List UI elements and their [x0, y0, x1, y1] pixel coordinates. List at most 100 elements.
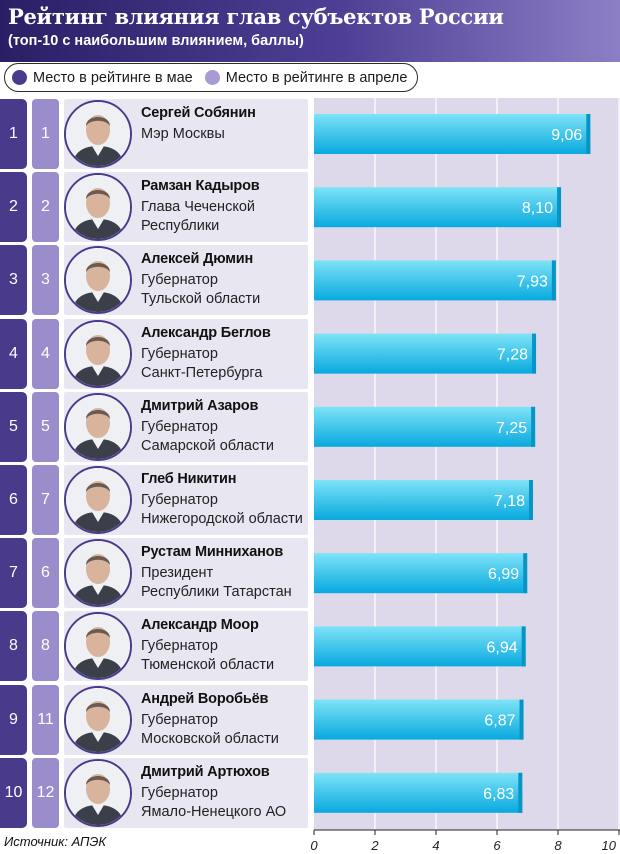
- bar-value-label: 6,99: [488, 566, 519, 583]
- person-region: Самарской области: [141, 437, 274, 454]
- person-position: Мэр Москвы: [141, 126, 225, 142]
- person-region: Тюменской области: [141, 657, 275, 674]
- bar-end-cap: [551, 260, 556, 301]
- source-note: Источник: АПЭК: [4, 834, 107, 849]
- rank-may-badge: 3: [0, 245, 27, 316]
- bar-end-cap: [521, 626, 526, 667]
- rank-april-badge: 7: [32, 465, 59, 535]
- person-photo-avatar: [64, 539, 132, 608]
- bar-end-cap: [518, 772, 523, 813]
- bar-value-label: 7,93: [517, 273, 548, 290]
- person-region: Ямало-Ненецкого АО: [141, 803, 287, 820]
- ranking-row: 4 4 Александр Беглов Губернатор Санкт-Петерб…: [0, 318, 620, 390]
- person-name: Алексей Дюмин: [141, 251, 254, 268]
- x-tick-label: 10: [602, 838, 617, 853]
- bar-value-label: 8,10: [522, 200, 553, 217]
- bar-end-cap: [519, 699, 524, 740]
- x-tick-label: 0: [310, 838, 318, 853]
- rank-may-badge: 10: [0, 757, 27, 828]
- bar-end-cap: [528, 480, 533, 520]
- bar: [314, 260, 556, 301]
- rank-april-badge: 2: [32, 172, 59, 243]
- chart-subtitle: (топ-10 с наибольшим влиянием, баллы): [8, 33, 304, 49]
- legend-may-label: Место в рейтинге в мае: [33, 69, 193, 86]
- rank-may-badge: 1: [0, 99, 27, 169]
- rank-may-badge: 6: [0, 465, 27, 535]
- x-tick-label: 2: [370, 838, 379, 853]
- rank-april-badge: 8: [32, 611, 59, 682]
- person-card: Глеб Никитин Губернатор Нижегородской обла…: [64, 465, 308, 535]
- bar: [314, 187, 562, 228]
- bar-end-cap: [586, 114, 591, 154]
- ranking-row: 6 7 Глеб Никитин Губернатор Нижегородской об…: [0, 464, 620, 536]
- x-tick-label: 4: [432, 838, 439, 853]
- ranking-row: 1 1 Сергей Собянин Мэр Москвы: [0, 98, 620, 170]
- person-photo-avatar: [64, 758, 132, 827]
- chart-title: Рейтинг влияния глав субъектов России: [8, 4, 504, 29]
- rank-april-badge: 5: [32, 391, 59, 462]
- ranking-row: 5 5 Дмитрий Азаров Губернатор Самарской обла…: [0, 391, 620, 463]
- legend-april-swatch: [204, 70, 220, 85]
- bar: [314, 772, 523, 813]
- person-position: Губернатор: [141, 638, 218, 655]
- rank-april-badge: 11: [32, 684, 59, 755]
- legend-item-april: Место в рейтинге в апреле: [204, 69, 408, 86]
- rank-april-badge: 1: [32, 99, 59, 169]
- rank-may-badge: 8: [0, 611, 27, 682]
- bar-end-cap: [531, 406, 536, 447]
- x-tick-label: 6: [493, 838, 501, 853]
- person-photo-avatar: [64, 100, 132, 168]
- legend: Место в рейтинге в мае Место в рейтинге …: [4, 63, 419, 92]
- ranking-row: 8 8 Александр Моор Губернатор Тюменской обла…: [0, 610, 620, 682]
- person-photo-avatar: [64, 319, 132, 388]
- legend-may-swatch: [12, 70, 27, 85]
- bar-value-label: 7,18: [494, 493, 525, 510]
- bar-end-cap: [532, 333, 537, 374]
- person-name: Александр Беглов: [141, 324, 271, 341]
- person-position: Губернатор: [141, 418, 218, 435]
- rank-april-badge: 12: [32, 757, 59, 828]
- rank-may-badge: 9: [0, 684, 27, 755]
- person-position: Президент: [141, 565, 214, 582]
- person-card: Алексей Дюмин Губернатор Тульской области: [64, 245, 308, 316]
- x-tick-label: 8: [554, 838, 562, 853]
- rank-may-badge: 5: [0, 391, 27, 462]
- legend-april-label: Место в рейтинге в апреле: [225, 69, 408, 86]
- person-photo-avatar: [64, 466, 132, 534]
- person-card: Дмитрий Артюхов Губернатор Ямало-Ненецкого…: [64, 757, 308, 828]
- person-name: Рустам Минниханов: [141, 544, 284, 561]
- bar: [314, 114, 591, 154]
- legend-item-may: Место в рейтинге в мае: [12, 70, 193, 86]
- rank-april-badge: 4: [32, 318, 59, 389]
- bar-end-cap: [557, 187, 562, 228]
- person-region: Санкт-Петербурга: [141, 364, 263, 381]
- ranking-row: 10 12 Дмитрий Артюхов Губернатор Ямало-Ненец…: [0, 757, 620, 829]
- ranking-row: 9 11 Андрей Воробьёв Губернатор Московской о…: [0, 684, 620, 756]
- person-name: Дмитрий Азаров: [141, 397, 259, 414]
- bar: [314, 333, 537, 374]
- person-photo-avatar: [64, 612, 132, 681]
- rank-april-badge: 3: [32, 245, 59, 316]
- rank-may-badge: 2: [0, 172, 27, 243]
- bar-value-label: 7,25: [496, 420, 527, 437]
- person-position: Губернатор: [141, 784, 218, 801]
- bar: [314, 406, 536, 447]
- person-card: Александр Беглов Губернатор Санкт-Петербур…: [64, 318, 308, 389]
- person-card: Рустам Минниханов Президент Республики Тат…: [64, 538, 308, 609]
- person-card: Рамзан Кадыров Глава Чеченской Республики: [64, 172, 308, 243]
- person-card: Александр Моор Губернатор Тюменской област…: [64, 611, 308, 682]
- bar-value-label: 9,06: [551, 127, 582, 144]
- person-name: Александр Моор: [141, 617, 259, 634]
- person-name: Дмитрий Артюхов: [141, 763, 270, 780]
- bar-value-label: 6,94: [487, 639, 518, 656]
- person-region: Московской области: [141, 730, 279, 747]
- person-card: Андрей Воробьёв Губернатор Московской обла…: [64, 684, 308, 755]
- person-region: Тульской области: [141, 291, 261, 308]
- person-region: Республики: [141, 218, 220, 235]
- bar: [314, 480, 533, 520]
- person-photo-avatar: [64, 173, 132, 242]
- person-region: Республики Татарстан: [141, 584, 292, 601]
- ranking-row: 2 2 Рамзан Кадыров Глава Чеченской Республик…: [0, 171, 620, 243]
